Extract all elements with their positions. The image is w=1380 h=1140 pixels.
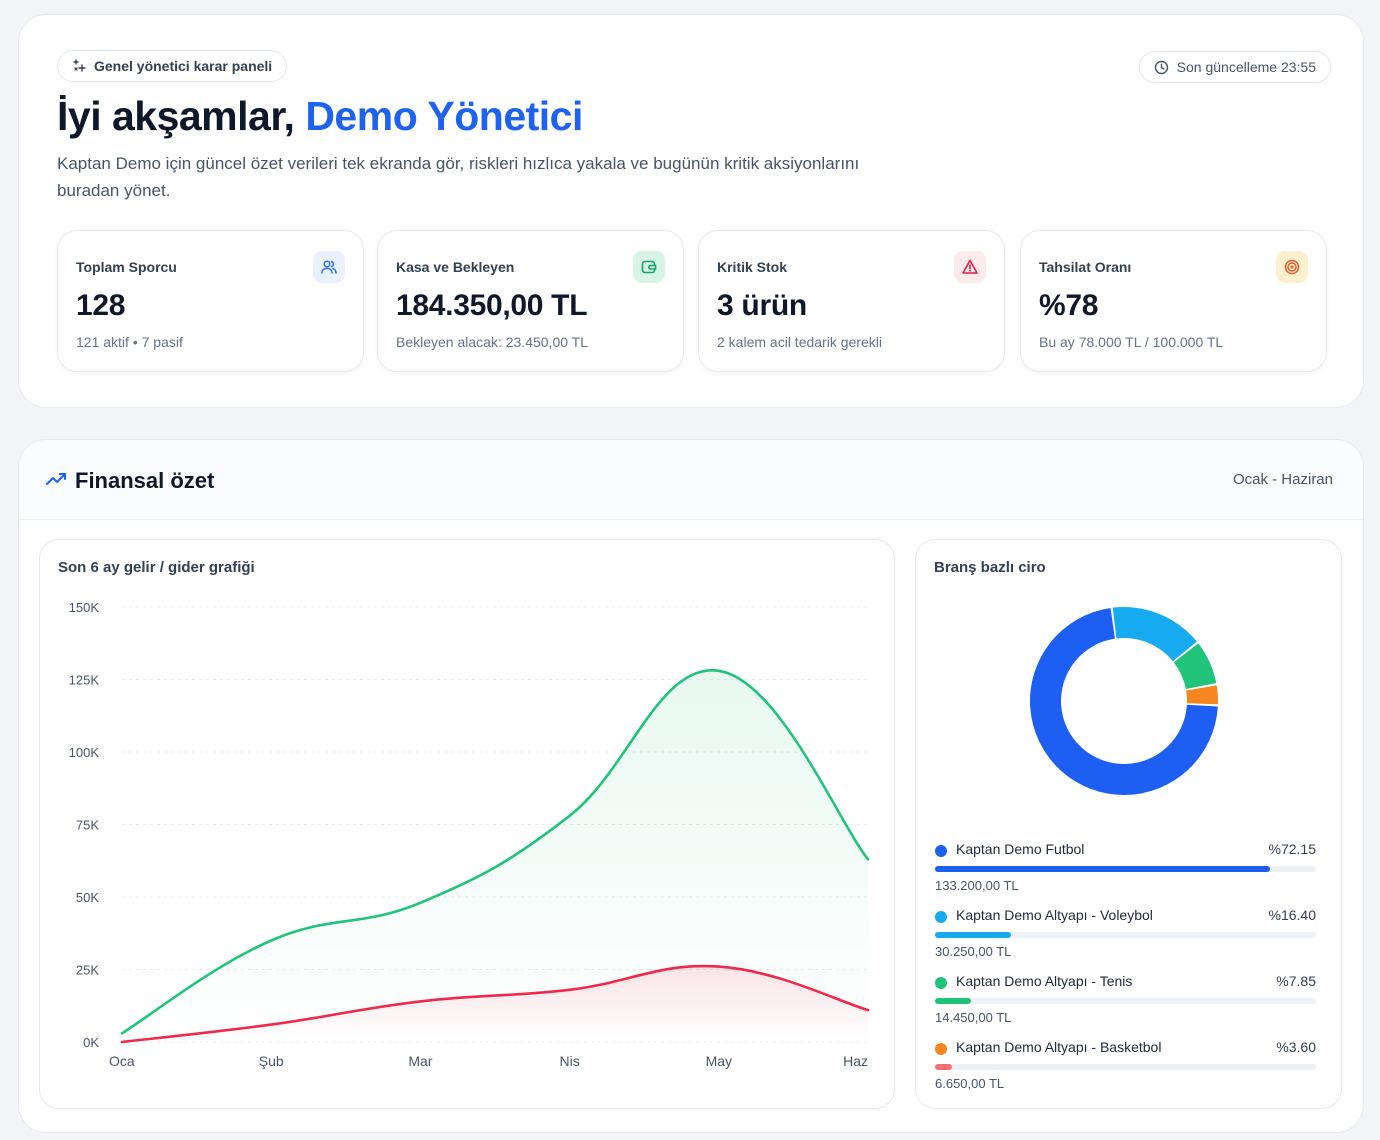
kpi-card-collection[interactable]: Tahsilat Oranı %78 Bu ay 78.000 TL / 100… [1020, 230, 1327, 372]
x-tick-label: Mar [408, 1053, 432, 1069]
y-tick-label: 50K [76, 890, 99, 905]
legend-item[interactable]: Kaptan Demo Altyapı - Tenis %7.85 14.450,0… [935, 973, 1316, 1033]
hero-card: Genel yönetici karar paneli Son güncelle… [18, 14, 1364, 408]
greeting-text: İyi akşamlar, [57, 93, 295, 139]
user-name: Demo Yönetici [305, 93, 583, 139]
kpi-value: 184.350,00 TL [396, 289, 588, 322]
target-icon [1276, 251, 1308, 283]
series-area-1 [122, 966, 868, 1042]
y-tick-label: 150K [69, 600, 100, 615]
kpi-value: 128 [76, 289, 126, 322]
series-line-1[interactable] [120, 964, 870, 1044]
legend-item[interactable]: Kaptan Demo Futbol %72.15 133.200,00 TL [935, 841, 1316, 901]
kpi-value: 3 ürün [717, 289, 807, 322]
legend-bar-track [935, 932, 1316, 938]
legend-bar-track [935, 998, 1316, 1004]
legend-item[interactable]: Kaptan Demo Altyapı - Basketbol %3.60 6.65… [935, 1039, 1316, 1099]
branch-revenue-donut [1030, 607, 1218, 795]
warning-icon [954, 251, 986, 283]
series-line-0[interactable] [120, 669, 870, 1035]
kpi-label: Toplam Sporcu [76, 259, 177, 275]
wallet-icon [633, 251, 665, 283]
x-tick-label: May [706, 1053, 732, 1069]
legend-amount: 14.450,00 TL [935, 1010, 1012, 1025]
donut-slice-0[interactable] [1030, 607, 1218, 795]
legend-bar-fill [935, 1064, 952, 1070]
legend-bar-track [935, 1064, 1316, 1070]
legend-label: Kaptan Demo Altyapı - Voleybol [956, 907, 1153, 923]
donut-slice-2[interactable] [1173, 643, 1217, 690]
x-tick-label: Nis [559, 1053, 579, 1069]
kpi-subtext: Bu ay 78.000 TL / 100.000 TL [1039, 334, 1224, 350]
kpi-subtext: 121 aktif • 7 pasif [76, 334, 183, 350]
date-range-label[interactable]: Ocak - Haziran [1232, 471, 1333, 488]
dashboard-badge: Genel yönetici karar paneli [57, 50, 288, 82]
clock-icon [1154, 60, 1168, 74]
y-tick-label: 25K [76, 963, 99, 978]
kpi-card-athletes[interactable]: Toplam Sporcu 128 121 aktif • 7 pasif [57, 230, 364, 372]
kpi-subtext: 2 kalem acil tedarik gerekli [717, 334, 882, 350]
y-tick-label: 100K [69, 745, 100, 760]
legend-label: Kaptan Demo Altyapı - Tenis [956, 973, 1133, 989]
kpi-card-cash[interactable]: Kasa ve Bekleyen 184.350,00 TL Bekleyen … [377, 230, 684, 372]
x-tick-label: Şub [259, 1053, 284, 1069]
legend-percent: %3.60 [1276, 1039, 1316, 1055]
income-expense-chart: 0K 25K 50K 75K 100K 125K 150K Oca Şub Mar Nis May Ha… [69, 600, 870, 1069]
legend-dot [935, 977, 947, 989]
section-title: Finansal özet [75, 468, 215, 493]
chart-title: Branş bazlı ciro [934, 559, 1046, 576]
kpi-subtext: Bekleyen alacak: 23.450,00 TL [396, 334, 588, 350]
x-tick-label: Haz [843, 1053, 868, 1069]
legend-dot [935, 1043, 947, 1055]
kpi-label: Kritik Stok [717, 259, 788, 275]
kpi-value: %78 [1039, 289, 1099, 322]
y-tick-label: 125K [69, 673, 100, 688]
x-tick-label: Oca [109, 1053, 135, 1069]
kpi-card-stock[interactable]: Kritik Stok 3 ürün 2 kalem acil tedarik … [698, 230, 1005, 372]
legend-dot [935, 911, 947, 923]
legend-bar-fill [935, 932, 1012, 938]
legend-bar-fill [935, 866, 1271, 872]
chart-title: Son 6 ay gelir / gider grafiği [58, 559, 255, 576]
branch-revenue-panel: Branş bazlı ciro Kaptan Demo Futbol %72.1… [915, 539, 1342, 1109]
financial-summary-header: Finansal özet Ocak - Haziran [19, 440, 1363, 520]
sparkle-icon [73, 59, 86, 72]
legend-bar-track [935, 866, 1316, 872]
trending-up-icon [46, 473, 66, 485]
legend-label: Kaptan Demo Altyapı - Basketbol [956, 1039, 1162, 1055]
legend-label: Kaptan Demo Futbol [956, 841, 1085, 857]
page-description: Kaptan Demo için güncel özet verileri te… [57, 154, 860, 200]
legend-amount: 30.250,00 TL [935, 944, 1012, 959]
kpi-label: Kasa ve Bekleyen [396, 259, 515, 275]
last-updated-badge: Son güncelleme 23:55 [1138, 51, 1331, 83]
legend-item[interactable]: Kaptan Demo Altyapı - Voleybol %16.40 30.2… [935, 907, 1316, 967]
donut-slice-3[interactable] [1186, 685, 1218, 705]
income-expense-chart-panel: Son 6 ay gelir / gider grafiği 0K 25K 50K 7… [39, 539, 895, 1109]
legend-bar-fill [935, 998, 972, 1004]
series-area-0 [122, 670, 868, 1042]
page-title: İyi akşamlar, Demo Yönetici [57, 93, 583, 140]
users-icon [313, 251, 345, 283]
donut-slice-1[interactable] [1112, 607, 1197, 662]
legend-amount: 6.650,00 TL [935, 1076, 1005, 1091]
financial-summary-card: Finansal özet Ocak - Haziran Son 6 ay ge… [18, 439, 1364, 1133]
last-updated-label: Son güncelleme 23:55 [1176, 59, 1316, 75]
legend-dot [935, 845, 947, 857]
legend-percent: %72.15 [1268, 841, 1316, 857]
legend-amount: 133.200,00 TL [935, 878, 1019, 893]
y-tick-label: 75K [76, 818, 99, 833]
legend-percent: %7.85 [1276, 973, 1316, 989]
badge-label: Genel yönetici karar paneli [94, 58, 273, 74]
y-tick-label: 0K [83, 1035, 99, 1050]
legend-percent: %16.40 [1268, 907, 1316, 923]
kpi-label: Tahsilat Oranı [1039, 259, 1132, 275]
